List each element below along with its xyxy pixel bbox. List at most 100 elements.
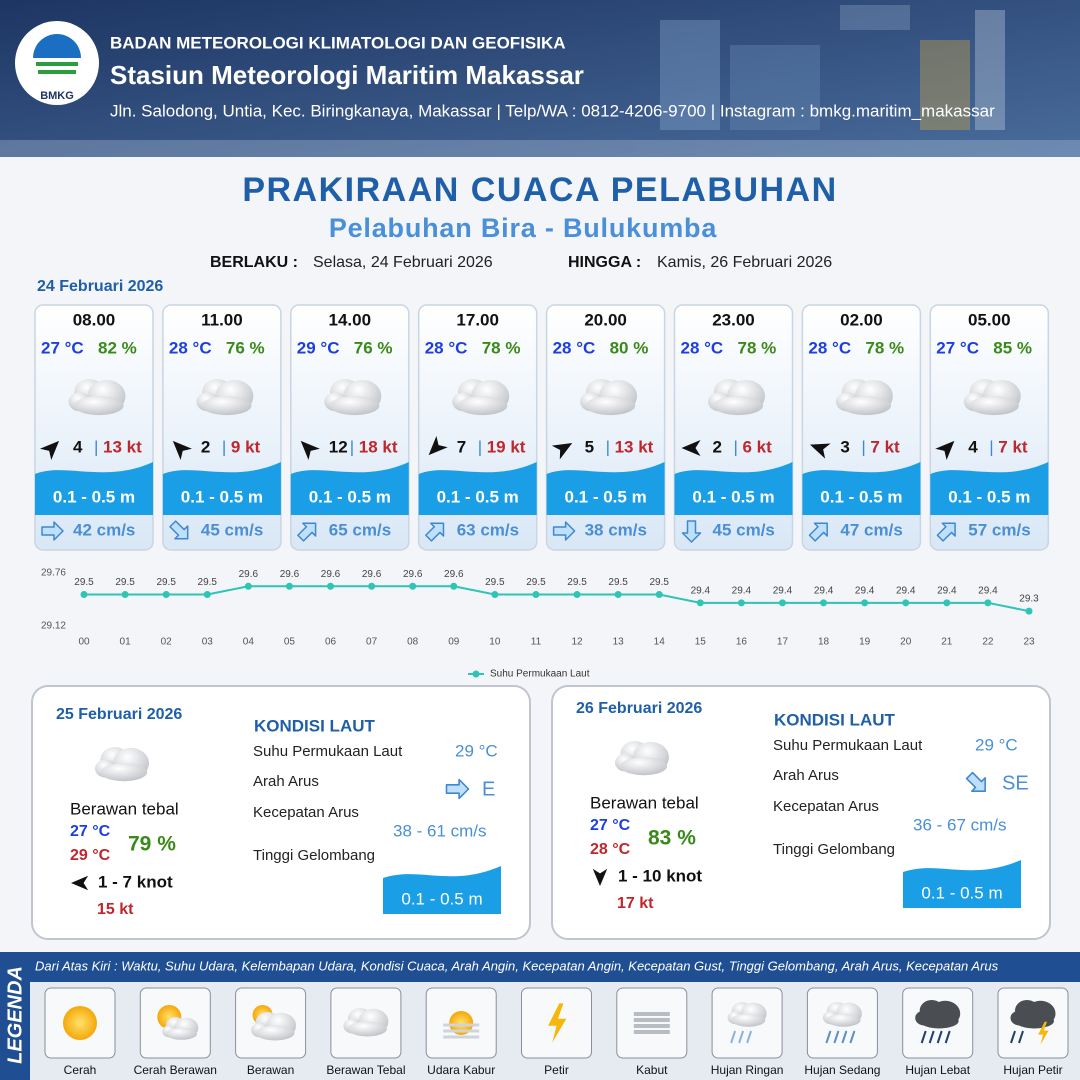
card-wind-speed: 3 — [840, 437, 849, 456]
day-temp-max: 28 °C — [590, 841, 631, 858]
card-wave — [290, 462, 409, 515]
card-time: 14.00 — [329, 310, 372, 329]
legend-item-label: Hujan Petir — [1003, 1063, 1062, 1077]
station-name: Stasiun Meteorologi Maritim Makassar — [110, 60, 584, 90]
current-arrow — [936, 522, 956, 542]
current-arrow — [41, 521, 64, 541]
x-tick-label: 10 — [489, 637, 501, 648]
sst-value-label: 29.5 — [156, 577, 176, 588]
sst-point — [121, 591, 129, 599]
cloud-part — [1015, 1013, 1054, 1029]
day-humidity: 83 % — [648, 827, 696, 850]
x-tick-label: 16 — [736, 637, 748, 648]
card-gust: 13 kt — [615, 437, 654, 456]
sea-title: KONDISI LAUT — [774, 710, 896, 729]
logo-text: BMKG — [40, 90, 74, 102]
sst-value-label: 29.4 — [855, 585, 875, 596]
cloud-icon — [324, 379, 382, 416]
card-wave — [674, 462, 793, 515]
sst-value-label: 29.4 — [896, 585, 916, 596]
x-tick-label: 05 — [284, 637, 296, 648]
rain-drop — [841, 1030, 848, 1044]
sst-point — [409, 582, 417, 590]
x-tick-label: 14 — [654, 637, 666, 648]
day-temp-min: 27 °C — [590, 817, 631, 834]
x-tick-label: 08 — [407, 637, 419, 648]
day-wave-height: 0.1 - 0.5 m — [401, 889, 482, 908]
card-wind-speed: 4 — [73, 437, 83, 456]
sst-value-label: 29.6 — [321, 569, 341, 580]
legend-item-label: Udara Kabur — [427, 1063, 495, 1077]
sst-point — [368, 582, 376, 590]
card-temperature: 29 °C — [297, 338, 340, 357]
legend-icon-box — [616, 987, 688, 1059]
sst-point — [820, 599, 828, 607]
sst-value-label: 29.6 — [403, 569, 423, 580]
sst-value-label: 29.4 — [937, 585, 957, 596]
legend-header — [0, 952, 1080, 982]
sst-value-label: 29.4 — [691, 585, 711, 596]
card-temperature: 28 °C — [808, 338, 851, 357]
cloud-icon — [963, 379, 1021, 416]
x-tick-label: 18 — [818, 637, 830, 648]
wind-arrow — [39, 440, 60, 461]
card-current-speed: 38 cm/s — [585, 520, 647, 539]
cloud-part — [100, 763, 148, 782]
x-tick-label: 13 — [613, 637, 625, 648]
card-humidity: 78 % — [482, 338, 521, 357]
cloud-part — [585, 396, 636, 416]
sst-point — [244, 582, 252, 590]
wind-arrow — [551, 443, 573, 460]
card-separator: | — [94, 437, 98, 456]
legend-side — [0, 952, 30, 1080]
cloud-part — [330, 396, 380, 416]
day-temp-max: 29 °C — [70, 847, 111, 864]
sst-point — [943, 599, 951, 607]
card-humidity: 82 % — [98, 338, 137, 357]
sst-point — [573, 591, 581, 599]
x-tick-label: 15 — [695, 637, 707, 648]
sst-point — [696, 599, 704, 607]
card-wind-speed: 2 — [201, 437, 210, 456]
card-separator: | — [861, 437, 865, 456]
rain-drop — [936, 1030, 943, 1044]
cloud-icon — [343, 1008, 389, 1037]
current-speed: 38 - 61 cm/s — [393, 821, 487, 840]
rain-drop — [825, 1030, 832, 1044]
current-dir-label: Arah Arus — [773, 767, 839, 784]
card-time: 20.00 — [584, 310, 627, 329]
legend-item-label: Hujan Sedang — [804, 1063, 880, 1077]
card-time: 08.00 — [73, 310, 116, 329]
sst-value-label: 29.6 — [362, 569, 382, 580]
card-gust: 13 kt — [103, 437, 142, 456]
sea-title: KONDISI LAUT — [254, 716, 376, 735]
card-humidity: 85 % — [993, 338, 1032, 357]
legend-item-label: Cerah — [64, 1063, 97, 1077]
card-gust: 18 kt — [359, 437, 398, 456]
sst-value-label: 29.5 — [74, 577, 94, 588]
day-humidity: 79 % — [128, 833, 176, 856]
card-wave-height: 0.1 - 0.5 m — [692, 487, 774, 506]
cloud-icon — [196, 379, 254, 416]
wind-arrow — [592, 868, 608, 886]
sst-value-label: 29.5 — [485, 577, 505, 588]
x-tick-label: 04 — [243, 637, 255, 648]
wind-arrow — [428, 435, 448, 456]
sst-value-label: 29.3 — [1019, 594, 1039, 605]
x-tick-label: 03 — [202, 637, 214, 648]
sst-point — [984, 599, 992, 607]
card-gust: 9 kt — [231, 437, 261, 456]
rain-drop — [928, 1030, 935, 1044]
card-wind-speed: 4 — [968, 437, 978, 456]
day-wave — [383, 866, 501, 914]
sst-value-label: 29.6 — [444, 569, 464, 580]
card-wave — [802, 462, 921, 515]
current-arrow — [552, 521, 576, 541]
sst-value: 29 °C — [455, 741, 498, 760]
validity-to: Kamis, 26 Februari 2026 — [657, 254, 832, 271]
rain-drop — [1018, 1030, 1024, 1044]
wind-arrow — [681, 440, 701, 456]
current-arrow — [681, 520, 702, 543]
day-wave-height: 0.1 - 0.5 m — [921, 883, 1002, 902]
wind-arrow — [70, 875, 89, 891]
